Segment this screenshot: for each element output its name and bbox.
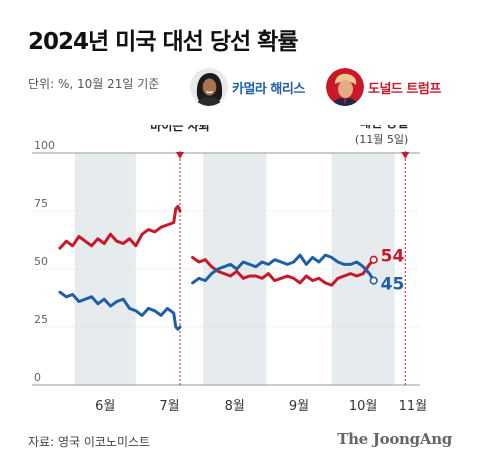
event-sublabel: (11월 5일) xyxy=(355,132,408,146)
x-tick-label: 8월 xyxy=(225,399,245,414)
legend-label-trump: 도널드 트럼프 xyxy=(368,81,441,97)
series-line-harris xyxy=(191,253,376,285)
y-tick-label: 100 xyxy=(34,139,55,152)
source-note: 자료: 영국 이코노미스트 xyxy=(28,435,151,449)
event-label: 대선 당일 xyxy=(360,125,408,130)
series-line-harris xyxy=(58,290,182,331)
end-label-trump: 54 xyxy=(381,247,405,267)
series-line-trump xyxy=(191,255,376,287)
x-tick-label: 9월 xyxy=(289,399,309,414)
event-label: 바이든 사퇴 xyxy=(150,125,209,133)
unit-note: 단위: %, 10월 21일 기준 xyxy=(28,77,160,91)
harris-portrait-icon xyxy=(190,68,228,106)
y-tick-label: 75 xyxy=(34,197,48,210)
chart-area: 0 25 50 75 100 바이든 사퇴 대선 당일 (11월 5일) 54 45 6월 7월… xyxy=(32,125,428,414)
chart-title: 2024년 미국 대선 당선 확률 xyxy=(28,29,298,55)
y-tick-label: 25 xyxy=(34,313,48,326)
x-tick-label: 6월 xyxy=(95,399,115,414)
trump-portrait-icon xyxy=(326,68,364,106)
legend-trump: 도널드 트럼프 xyxy=(326,68,441,106)
series-line-trump xyxy=(58,204,182,250)
legend-harris: 카멀라 해리스 xyxy=(190,68,305,106)
y-tick-label: 50 xyxy=(34,255,48,268)
y-tick-label: 0 xyxy=(34,371,41,384)
event-marker-icon xyxy=(401,152,410,159)
legend-label-harris: 카멀라 해리스 xyxy=(232,81,305,97)
end-point-trump xyxy=(369,255,378,264)
event-marker-icon xyxy=(176,152,184,159)
x-tick-label: 11월 xyxy=(399,399,428,414)
end-label-harris: 45 xyxy=(381,275,405,295)
x-tick-label: 10월 xyxy=(349,399,378,414)
brand-logo: The JoongAng xyxy=(337,430,452,448)
x-tick-label: 7월 xyxy=(159,399,179,414)
end-point-harris xyxy=(369,276,378,285)
